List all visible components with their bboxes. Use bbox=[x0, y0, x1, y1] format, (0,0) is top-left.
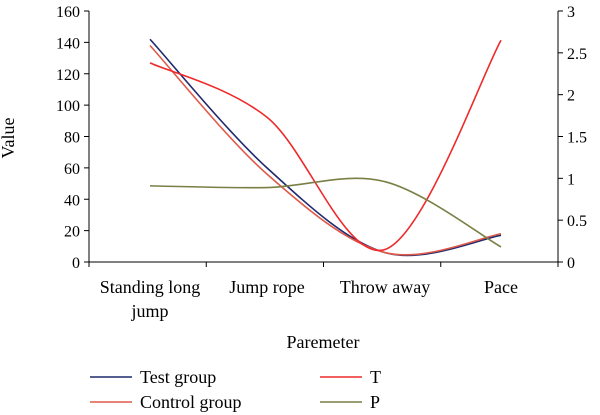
x-tick-label: Throw away bbox=[340, 277, 430, 297]
left-tick-label: 120 bbox=[56, 67, 80, 84]
series-lines bbox=[149, 38, 502, 257]
left-tick-label: 40 bbox=[64, 192, 80, 209]
x-tick-label: Pace bbox=[484, 277, 518, 297]
left-tick-label: 0 bbox=[72, 255, 80, 272]
right-tick-label: 1.5 bbox=[567, 130, 587, 147]
right-tick-label: 0 bbox=[567, 255, 575, 272]
x-axis-ticks: Standing long jump Jump rope Throw away Pace bbox=[88, 262, 559, 321]
right-tick-label: 3 bbox=[567, 4, 575, 21]
left-tick-label: 140 bbox=[56, 35, 80, 52]
left-tick-label: 100 bbox=[56, 98, 80, 115]
legend-label: Control group bbox=[140, 392, 242, 412]
series-line-p bbox=[149, 177, 502, 248]
y-axis-title: Value bbox=[0, 117, 18, 158]
legend: Test group Control group TP bbox=[90, 367, 381, 412]
legend-label: T bbox=[370, 367, 381, 387]
x-axis-title: Paremeter bbox=[287, 332, 360, 352]
series-line-t bbox=[149, 39, 502, 252]
x-tick-label: Standing long bbox=[100, 277, 201, 297]
series-line-control-group bbox=[149, 44, 502, 256]
left-tick-label: 80 bbox=[64, 130, 80, 147]
legend-label: P bbox=[370, 392, 380, 412]
x-tick-label: Jump rope bbox=[229, 277, 305, 297]
x-tick-label: jump bbox=[130, 301, 168, 321]
right-axis-ticks: 0 0.5 1 1.5 2 2.5 3 bbox=[558, 4, 587, 272]
right-tick-label: 2 bbox=[567, 88, 575, 105]
left-axis-ticks: 0 20 40 60 80 100 120 140 160 bbox=[56, 4, 89, 272]
left-tick-label: 60 bbox=[64, 161, 80, 178]
right-tick-label: 2.5 bbox=[567, 46, 587, 63]
left-tick-label: 160 bbox=[56, 4, 80, 21]
series-line-test-group bbox=[149, 38, 502, 257]
left-tick-label: 20 bbox=[64, 224, 80, 241]
right-tick-label: 1 bbox=[567, 171, 575, 188]
right-tick-label: 0.5 bbox=[567, 213, 587, 230]
legend-label: Test group bbox=[140, 367, 216, 387]
